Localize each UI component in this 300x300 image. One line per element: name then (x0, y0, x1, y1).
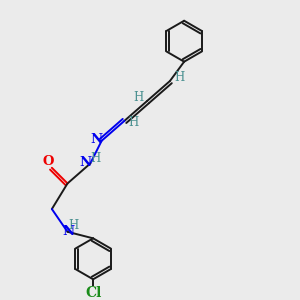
Text: Cl: Cl (85, 286, 101, 300)
Text: N: N (62, 225, 74, 238)
Text: H: H (91, 152, 101, 165)
Text: H: H (134, 91, 144, 104)
Text: H: H (69, 219, 79, 232)
Text: N: N (79, 156, 91, 169)
Text: N: N (91, 133, 103, 146)
Text: O: O (43, 155, 54, 168)
Text: H: H (128, 116, 139, 129)
Text: H: H (174, 71, 184, 84)
